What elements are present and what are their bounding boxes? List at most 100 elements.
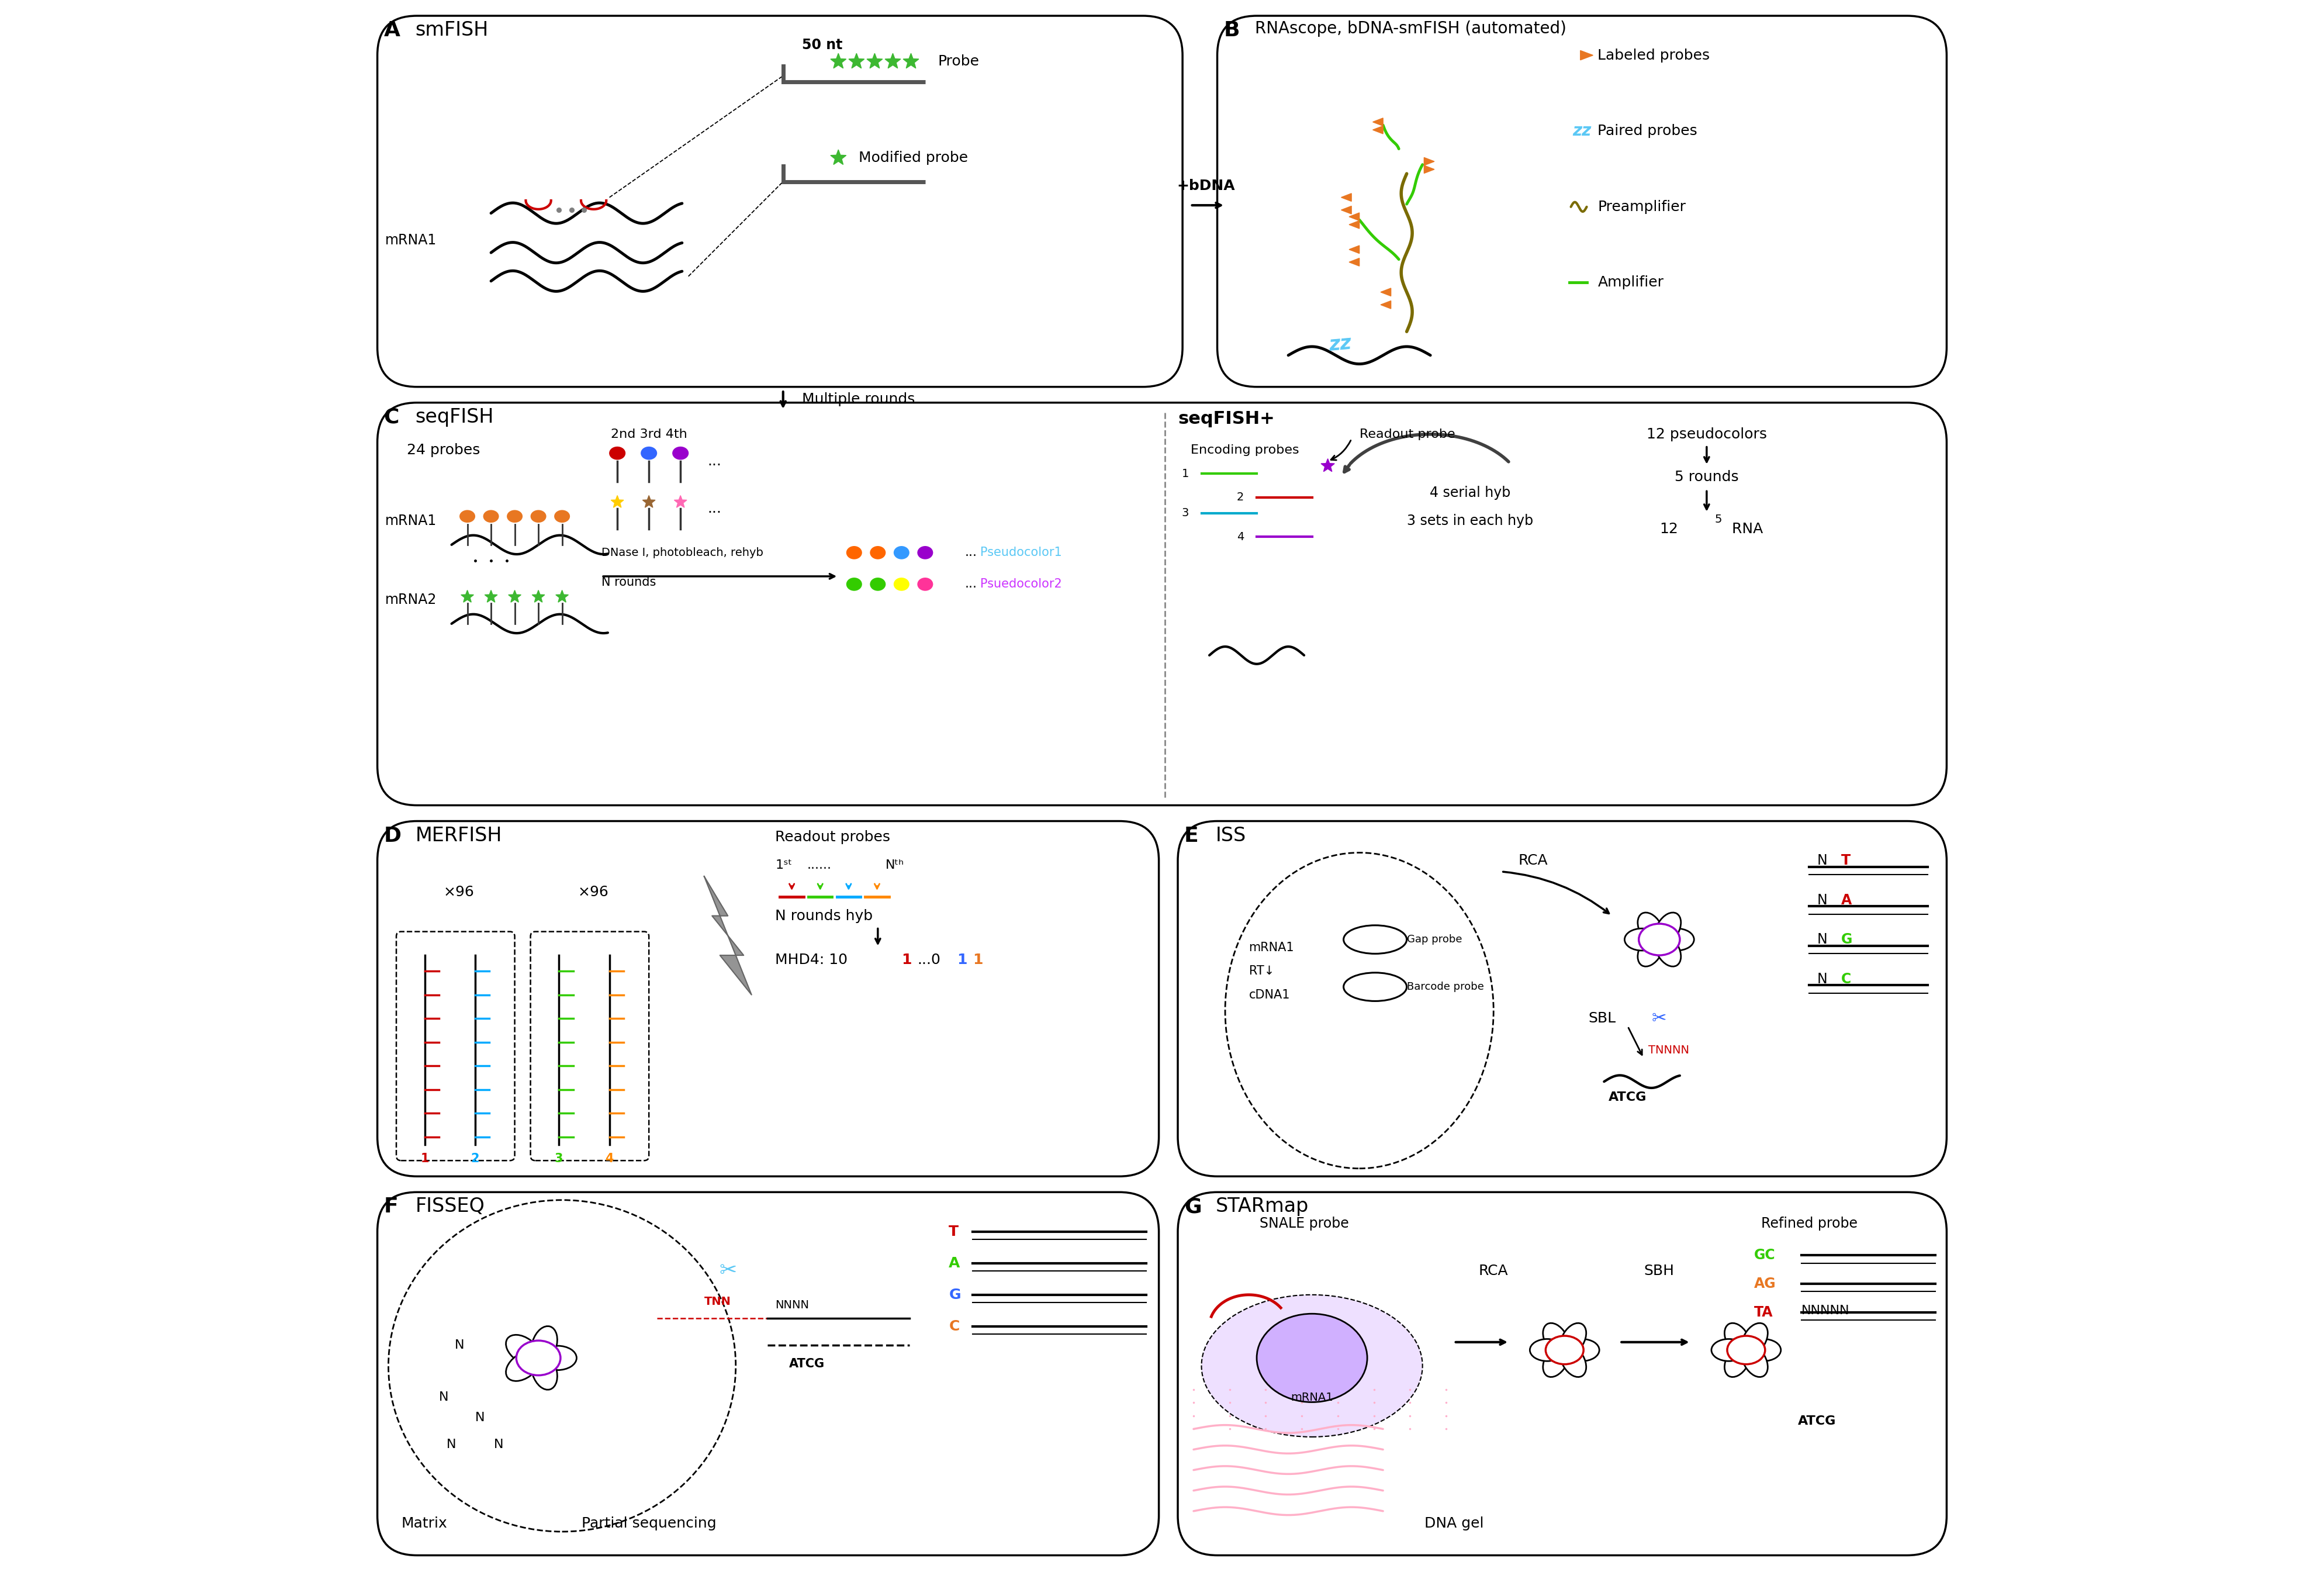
Ellipse shape [1343,973,1406,1001]
Text: SNALE probe: SNALE probe [1260,1217,1348,1230]
Polygon shape [904,54,918,68]
Polygon shape [1373,126,1383,134]
Text: ×96: ×96 [444,886,474,898]
Text: G: G [1185,1197,1202,1217]
Polygon shape [644,496,655,507]
Text: 3 sets in each hyb: 3 sets in each hyb [1406,515,1534,527]
Text: 4: 4 [604,1153,614,1164]
Ellipse shape [1543,1323,1569,1355]
Polygon shape [1380,300,1392,308]
Text: Encoding probes: Encoding probes [1190,444,1299,456]
Polygon shape [848,54,865,68]
FancyBboxPatch shape [376,16,1183,387]
Text: N: N [1817,894,1827,906]
Text: TNN: TNN [704,1296,732,1307]
Text: N: N [1817,933,1827,946]
FancyBboxPatch shape [376,403,1948,805]
Polygon shape [611,496,623,507]
Text: DNase I, photobleach, rehyb: DNase I, photobleach, rehyb [602,546,762,559]
Text: 5 rounds: 5 rounds [1676,471,1738,483]
Text: N: N [495,1438,504,1451]
Text: seqFISH+: seqFISH+ [1178,411,1274,428]
Polygon shape [830,150,846,164]
Text: 1: 1 [902,954,911,966]
FancyBboxPatch shape [376,821,1160,1176]
Text: cDNA1: cDNA1 [1248,988,1290,1001]
Ellipse shape [553,510,569,523]
Polygon shape [1373,118,1383,126]
Text: ATCG: ATCG [1799,1415,1836,1427]
Ellipse shape [918,578,932,591]
Ellipse shape [1724,1345,1750,1377]
Text: zz: zz [1573,123,1592,139]
Text: Preamplifier: Preamplifier [1597,201,1685,213]
FancyBboxPatch shape [376,1192,1160,1555]
Text: ......: ...... [806,859,832,872]
Text: 50 nt: 50 nt [802,38,844,52]
Polygon shape [1320,458,1334,472]
Text: seqFISH: seqFISH [416,407,493,426]
Ellipse shape [1638,935,1664,966]
Text: T: T [1841,854,1850,867]
Text: Psuedocolor2: Psuedocolor2 [981,578,1062,591]
Text: 24 probes: 24 probes [407,444,481,456]
FancyBboxPatch shape [1178,1192,1948,1555]
Text: FISSEQ: FISSEQ [416,1197,486,1216]
Ellipse shape [1655,913,1680,944]
Ellipse shape [1638,924,1680,955]
Text: DNA gel: DNA gel [1425,1517,1483,1530]
Ellipse shape [1545,1336,1583,1364]
Ellipse shape [507,510,523,523]
Ellipse shape [1724,1323,1750,1355]
Text: zz: zz [1327,333,1353,355]
Ellipse shape [1710,1339,1745,1361]
Text: D: D [383,826,402,846]
Ellipse shape [846,578,862,591]
Text: ...0: ...0 [918,954,941,966]
Ellipse shape [1727,1336,1766,1364]
Text: ✂: ✂ [1652,1011,1666,1026]
Polygon shape [509,591,521,602]
Ellipse shape [1564,1339,1599,1361]
Ellipse shape [1257,1314,1367,1402]
FancyBboxPatch shape [1178,821,1948,1176]
Text: Readout probe: Readout probe [1360,428,1455,441]
Text: ...: ... [964,578,976,591]
Polygon shape [1580,51,1592,60]
Text: Gap probe: Gap probe [1406,935,1462,944]
Text: A: A [948,1257,960,1270]
Ellipse shape [532,1353,558,1390]
Text: N: N [456,1339,465,1352]
Text: RCA: RCA [1518,854,1548,867]
Ellipse shape [869,546,885,559]
Text: 4: 4 [1236,531,1243,543]
Text: N: N [474,1412,486,1424]
Text: 1: 1 [421,1153,430,1164]
Ellipse shape [532,1326,558,1363]
Ellipse shape [1202,1295,1422,1437]
Polygon shape [1425,158,1434,166]
Text: C: C [383,407,400,428]
Text: Nᵗʰ: Nᵗʰ [885,859,904,872]
Text: smFISH: smFISH [416,21,488,39]
Ellipse shape [1638,913,1664,944]
Text: F: F [383,1197,397,1217]
Text: 1: 1 [971,954,983,966]
Text: RNA: RNA [1727,523,1764,535]
Text: G: G [948,1288,960,1301]
Text: SBL: SBL [1587,1012,1615,1025]
Text: 1: 1 [957,954,967,966]
Text: N: N [446,1438,456,1451]
Text: B: B [1222,21,1239,41]
Ellipse shape [1343,925,1406,954]
Text: G: G [1841,933,1852,946]
Ellipse shape [609,447,625,459]
Text: AG: AG [1755,1277,1776,1290]
Text: Partial sequencing: Partial sequencing [581,1517,716,1530]
Polygon shape [867,54,883,68]
FancyBboxPatch shape [397,932,514,1161]
Text: A: A [383,21,400,41]
Text: Matrix: Matrix [402,1517,446,1530]
Text: mRNA1: mRNA1 [1248,941,1294,954]
Text: Barcode probe: Barcode probe [1406,982,1483,992]
